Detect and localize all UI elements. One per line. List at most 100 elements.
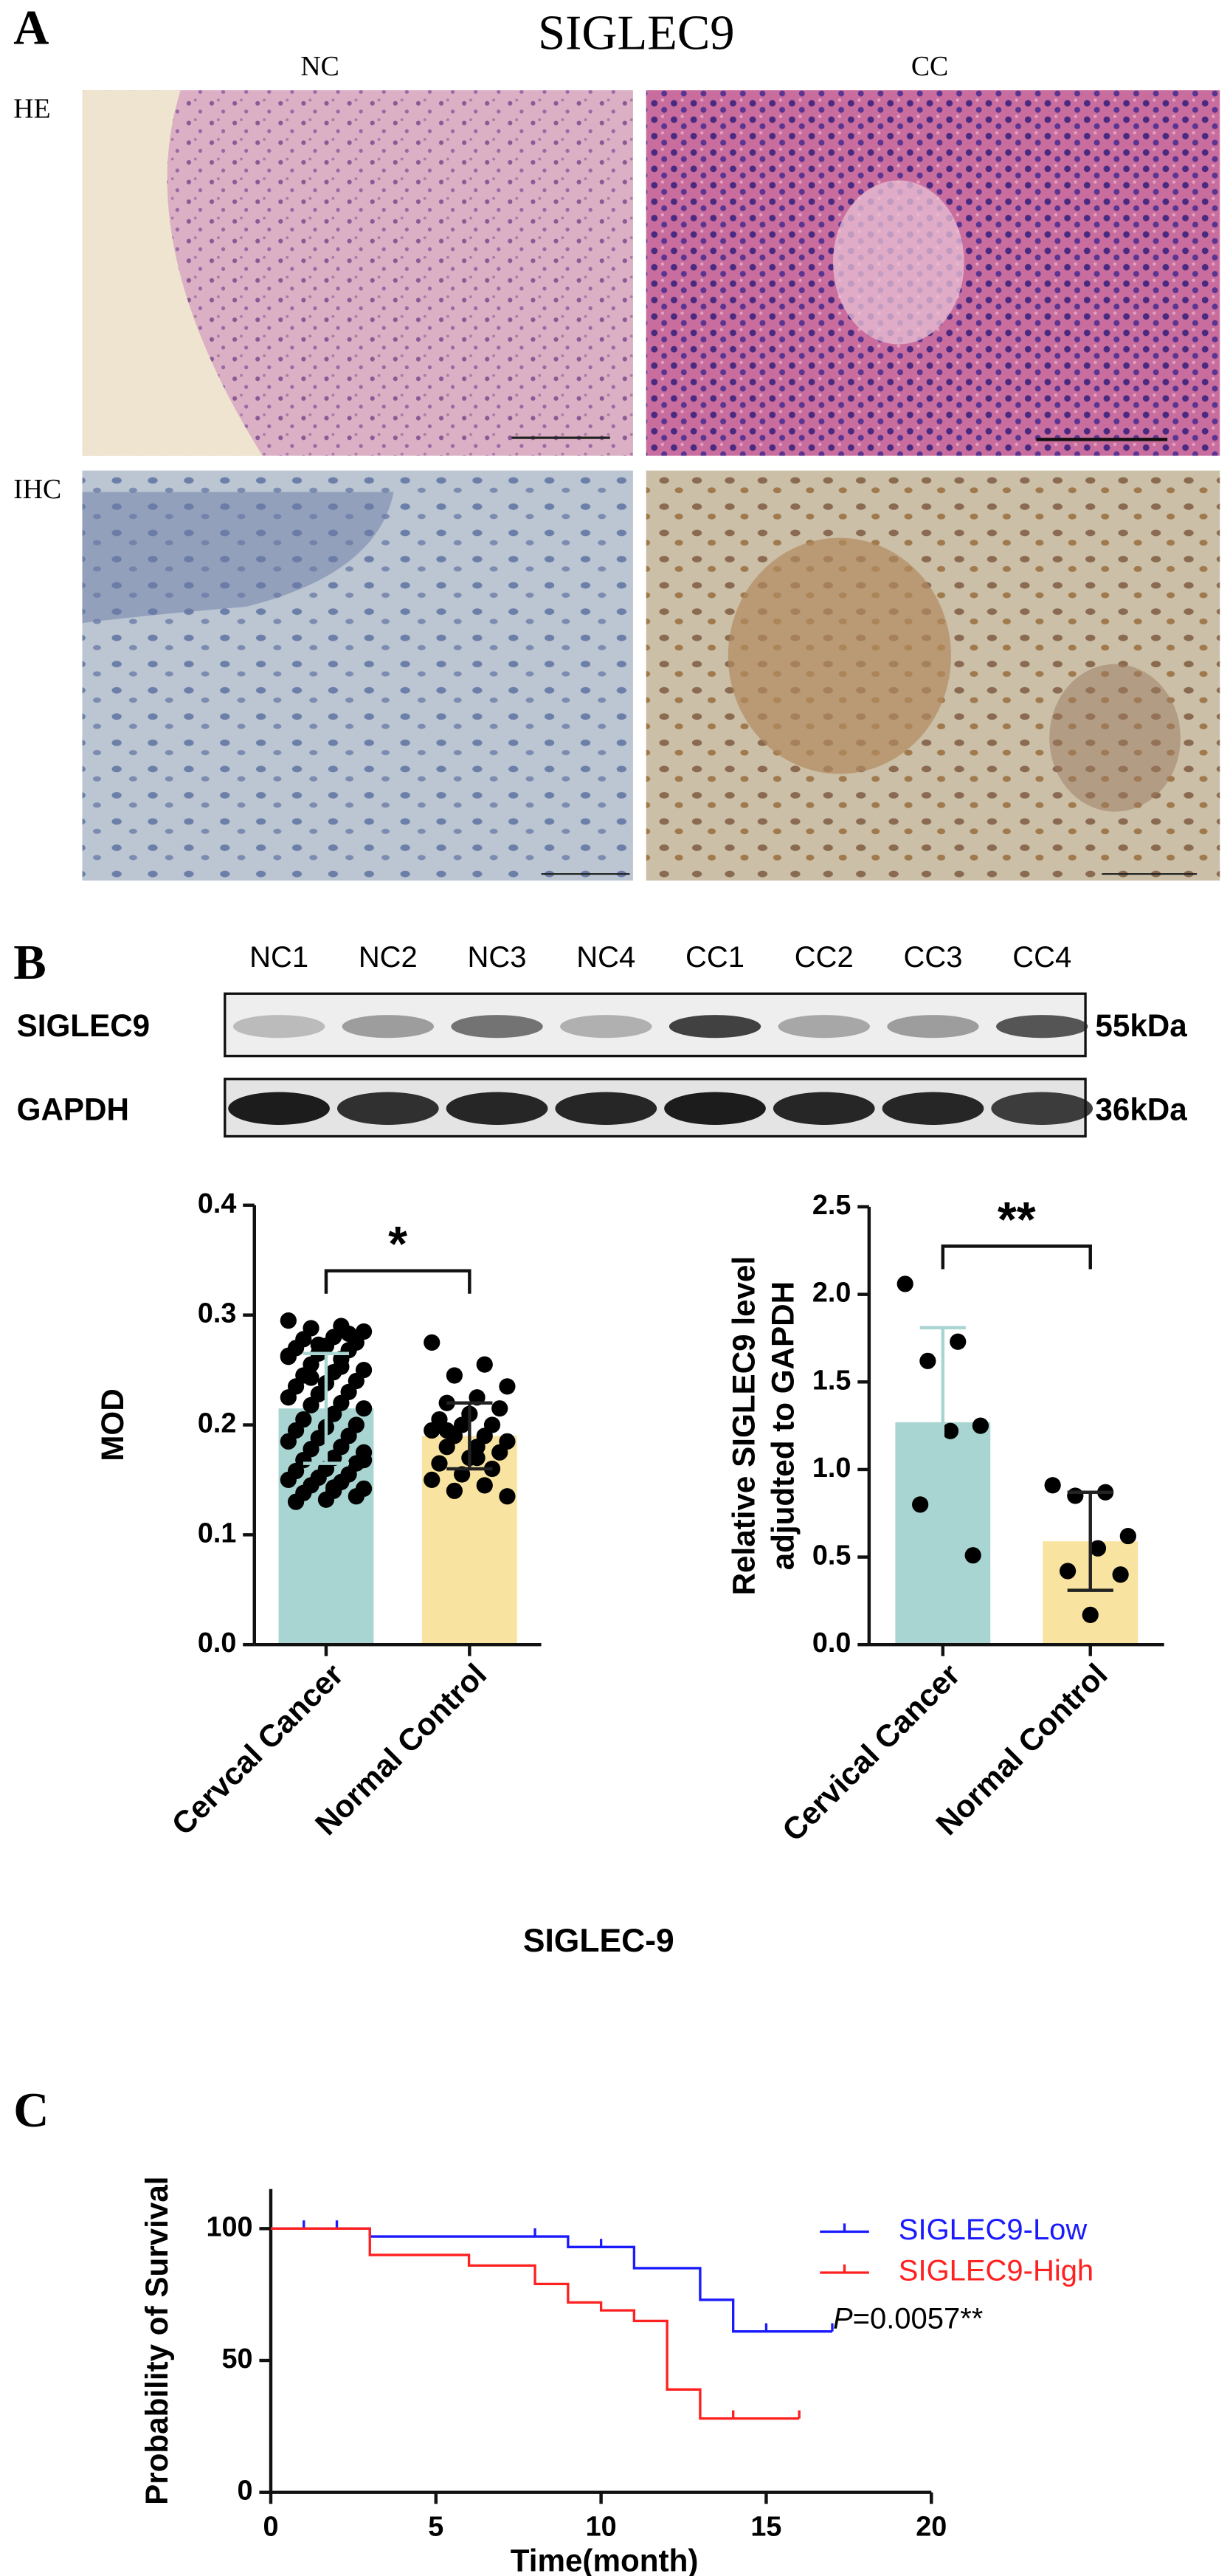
data-point <box>1044 1477 1061 1494</box>
lane-label: NC3 <box>468 941 527 974</box>
legend-swatch <box>820 2223 869 2234</box>
data-point <box>476 1356 493 1373</box>
y-tick-label: 0.4 <box>198 1188 236 1219</box>
column-label: CC <box>911 51 948 82</box>
band <box>778 1015 870 1039</box>
y-tick-label: 0 <box>238 2476 253 2507</box>
lane-label: CC1 <box>685 941 744 974</box>
y-axis-label: MOD <box>95 1388 130 1461</box>
data-point <box>348 1488 364 1505</box>
band <box>664 1092 766 1125</box>
band-size: 36kDa <box>1095 1092 1187 1126</box>
band-size: 55kDa <box>1095 1008 1187 1043</box>
data-point <box>1067 1487 1084 1504</box>
data-point <box>964 1547 981 1564</box>
tissue-feature <box>728 537 951 774</box>
panel-label: A <box>13 1 49 55</box>
band <box>555 1092 657 1125</box>
data-point <box>317 1491 335 1508</box>
data-point <box>491 1400 508 1417</box>
band <box>668 1015 761 1039</box>
band <box>882 1092 984 1125</box>
band <box>996 1015 1088 1039</box>
data-point <box>1119 1527 1136 1545</box>
data-point <box>1059 1563 1077 1580</box>
band-label: GAPDH <box>17 1092 129 1126</box>
data-point <box>310 1336 327 1353</box>
annotation: ** <box>998 1193 1036 1247</box>
annotation: P=0.0057** <box>833 2302 983 2335</box>
lane-label: NC4 <box>576 941 635 974</box>
lane-label: CC4 <box>1012 941 1071 974</box>
y-tick-label: 0.2 <box>198 1408 236 1439</box>
bands <box>228 1015 1093 1125</box>
data-point <box>1112 1566 1129 1583</box>
y-axis-label: Probability of Survival <box>139 2177 174 2505</box>
band <box>336 1092 439 1125</box>
error-bar <box>1067 1490 1113 1592</box>
y-tick-label: 2.5 <box>812 1190 851 1221</box>
y-axis-label: adjudted to GAPDH <box>766 1281 801 1570</box>
data-point <box>476 1477 493 1494</box>
data-point <box>424 1471 440 1489</box>
data-point <box>446 1367 463 1384</box>
y-tick-label: 0.1 <box>198 1518 236 1549</box>
data-point <box>972 1417 989 1434</box>
annotation: * <box>388 1217 407 1272</box>
data-point <box>1089 1540 1107 1557</box>
data-point <box>438 1439 455 1456</box>
band <box>991 1092 1093 1125</box>
band <box>773 1092 875 1125</box>
row-label: HE <box>13 94 50 125</box>
annotation-text: =0.0057** <box>853 2302 984 2335</box>
data-point <box>431 1455 448 1472</box>
data-point <box>499 1378 516 1395</box>
annotation-italic: P <box>833 2302 853 2335</box>
data-point <box>912 1496 929 1513</box>
error-bar <box>919 1326 966 1519</box>
lane-label: NC2 <box>359 941 418 974</box>
data-point <box>287 1493 305 1510</box>
data-point <box>438 1422 455 1439</box>
row-label: IHC <box>13 474 61 505</box>
background-area <box>82 90 263 456</box>
band <box>451 1015 543 1039</box>
panel-label: B <box>13 936 46 990</box>
data-point <box>280 1471 297 1489</box>
y-axis-label: Relative SIGLEC9 level <box>726 1256 761 1596</box>
data-point <box>424 1334 440 1351</box>
y-tick-label: 1.5 <box>812 1365 851 1396</box>
legend-swatch <box>820 2264 869 2274</box>
caption: SIGLEC-9 <box>523 1923 674 1959</box>
y-tick-label: 50 <box>222 2343 253 2374</box>
panel-label: C <box>13 2084 49 2138</box>
data-point <box>333 1358 350 1375</box>
data-point <box>424 1422 440 1439</box>
tissue-feature <box>1049 664 1181 812</box>
band <box>342 1015 435 1039</box>
significance-bracket <box>324 1269 471 1294</box>
x-axis-label: Time(month) <box>511 2543 699 2576</box>
lane-label: CC2 <box>795 941 854 974</box>
band <box>446 1092 548 1125</box>
band <box>560 1015 652 1039</box>
tissue-feature <box>832 180 964 345</box>
band <box>887 1015 979 1039</box>
y-tick-label: 0.0 <box>198 1628 236 1659</box>
legend-label: SIGLEC9-High <box>899 2255 1093 2287</box>
band-label: SIGLEC9 <box>17 1008 151 1043</box>
y-tick-label: 1.0 <box>812 1453 851 1484</box>
data-point <box>303 1397 319 1413</box>
data-point <box>950 1333 967 1350</box>
y-tick-label: 2.0 <box>812 1278 851 1309</box>
x-tick-label: 0 <box>263 2512 278 2543</box>
survival-curve <box>270 2227 800 2420</box>
x-tick-label: 20 <box>916 2512 947 2543</box>
data-point <box>280 1312 297 1329</box>
x-tick-label: 5 <box>428 2512 443 2543</box>
lane-label: NC1 <box>249 941 308 974</box>
data-point <box>469 1450 486 1467</box>
lane-label: CC3 <box>903 941 962 974</box>
data-point <box>280 1433 297 1450</box>
